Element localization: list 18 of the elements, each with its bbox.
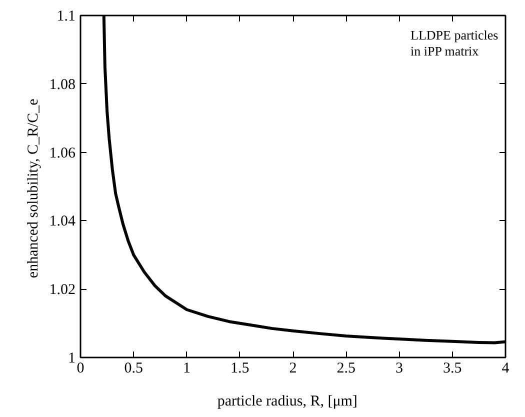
y-tick-label: 1.06 (49, 145, 76, 162)
x-tick-label: 0 (76, 360, 84, 376)
x-tick-label: 1 (183, 360, 190, 376)
annotation: LLDPE particles in iPP matrix (410, 28, 498, 58)
x-tick-label: 2 (289, 360, 297, 376)
x-tick-label: 2.5 (336, 360, 356, 376)
x-tick-label: 0.5 (124, 360, 143, 376)
y-tick-label: 1.02 (49, 282, 76, 298)
y-tick-label: 1.04 (49, 214, 76, 230)
x-tick-label: 4 (502, 360, 510, 376)
x-tick-label: 3 (396, 360, 403, 376)
x-tick-label: 1.5 (230, 360, 250, 376)
y-tick-label: 1 (68, 350, 76, 366)
x-tick-label: 3.5 (443, 360, 462, 376)
x-axis-title: particle radius, R, [μm] (217, 394, 358, 410)
y-tick-label: 1.1 (56, 8, 76, 24)
y-axis-title: enhanced solubility, C_R/C_e (25, 98, 42, 278)
y-tick-label: 1.08 (49, 76, 76, 93)
